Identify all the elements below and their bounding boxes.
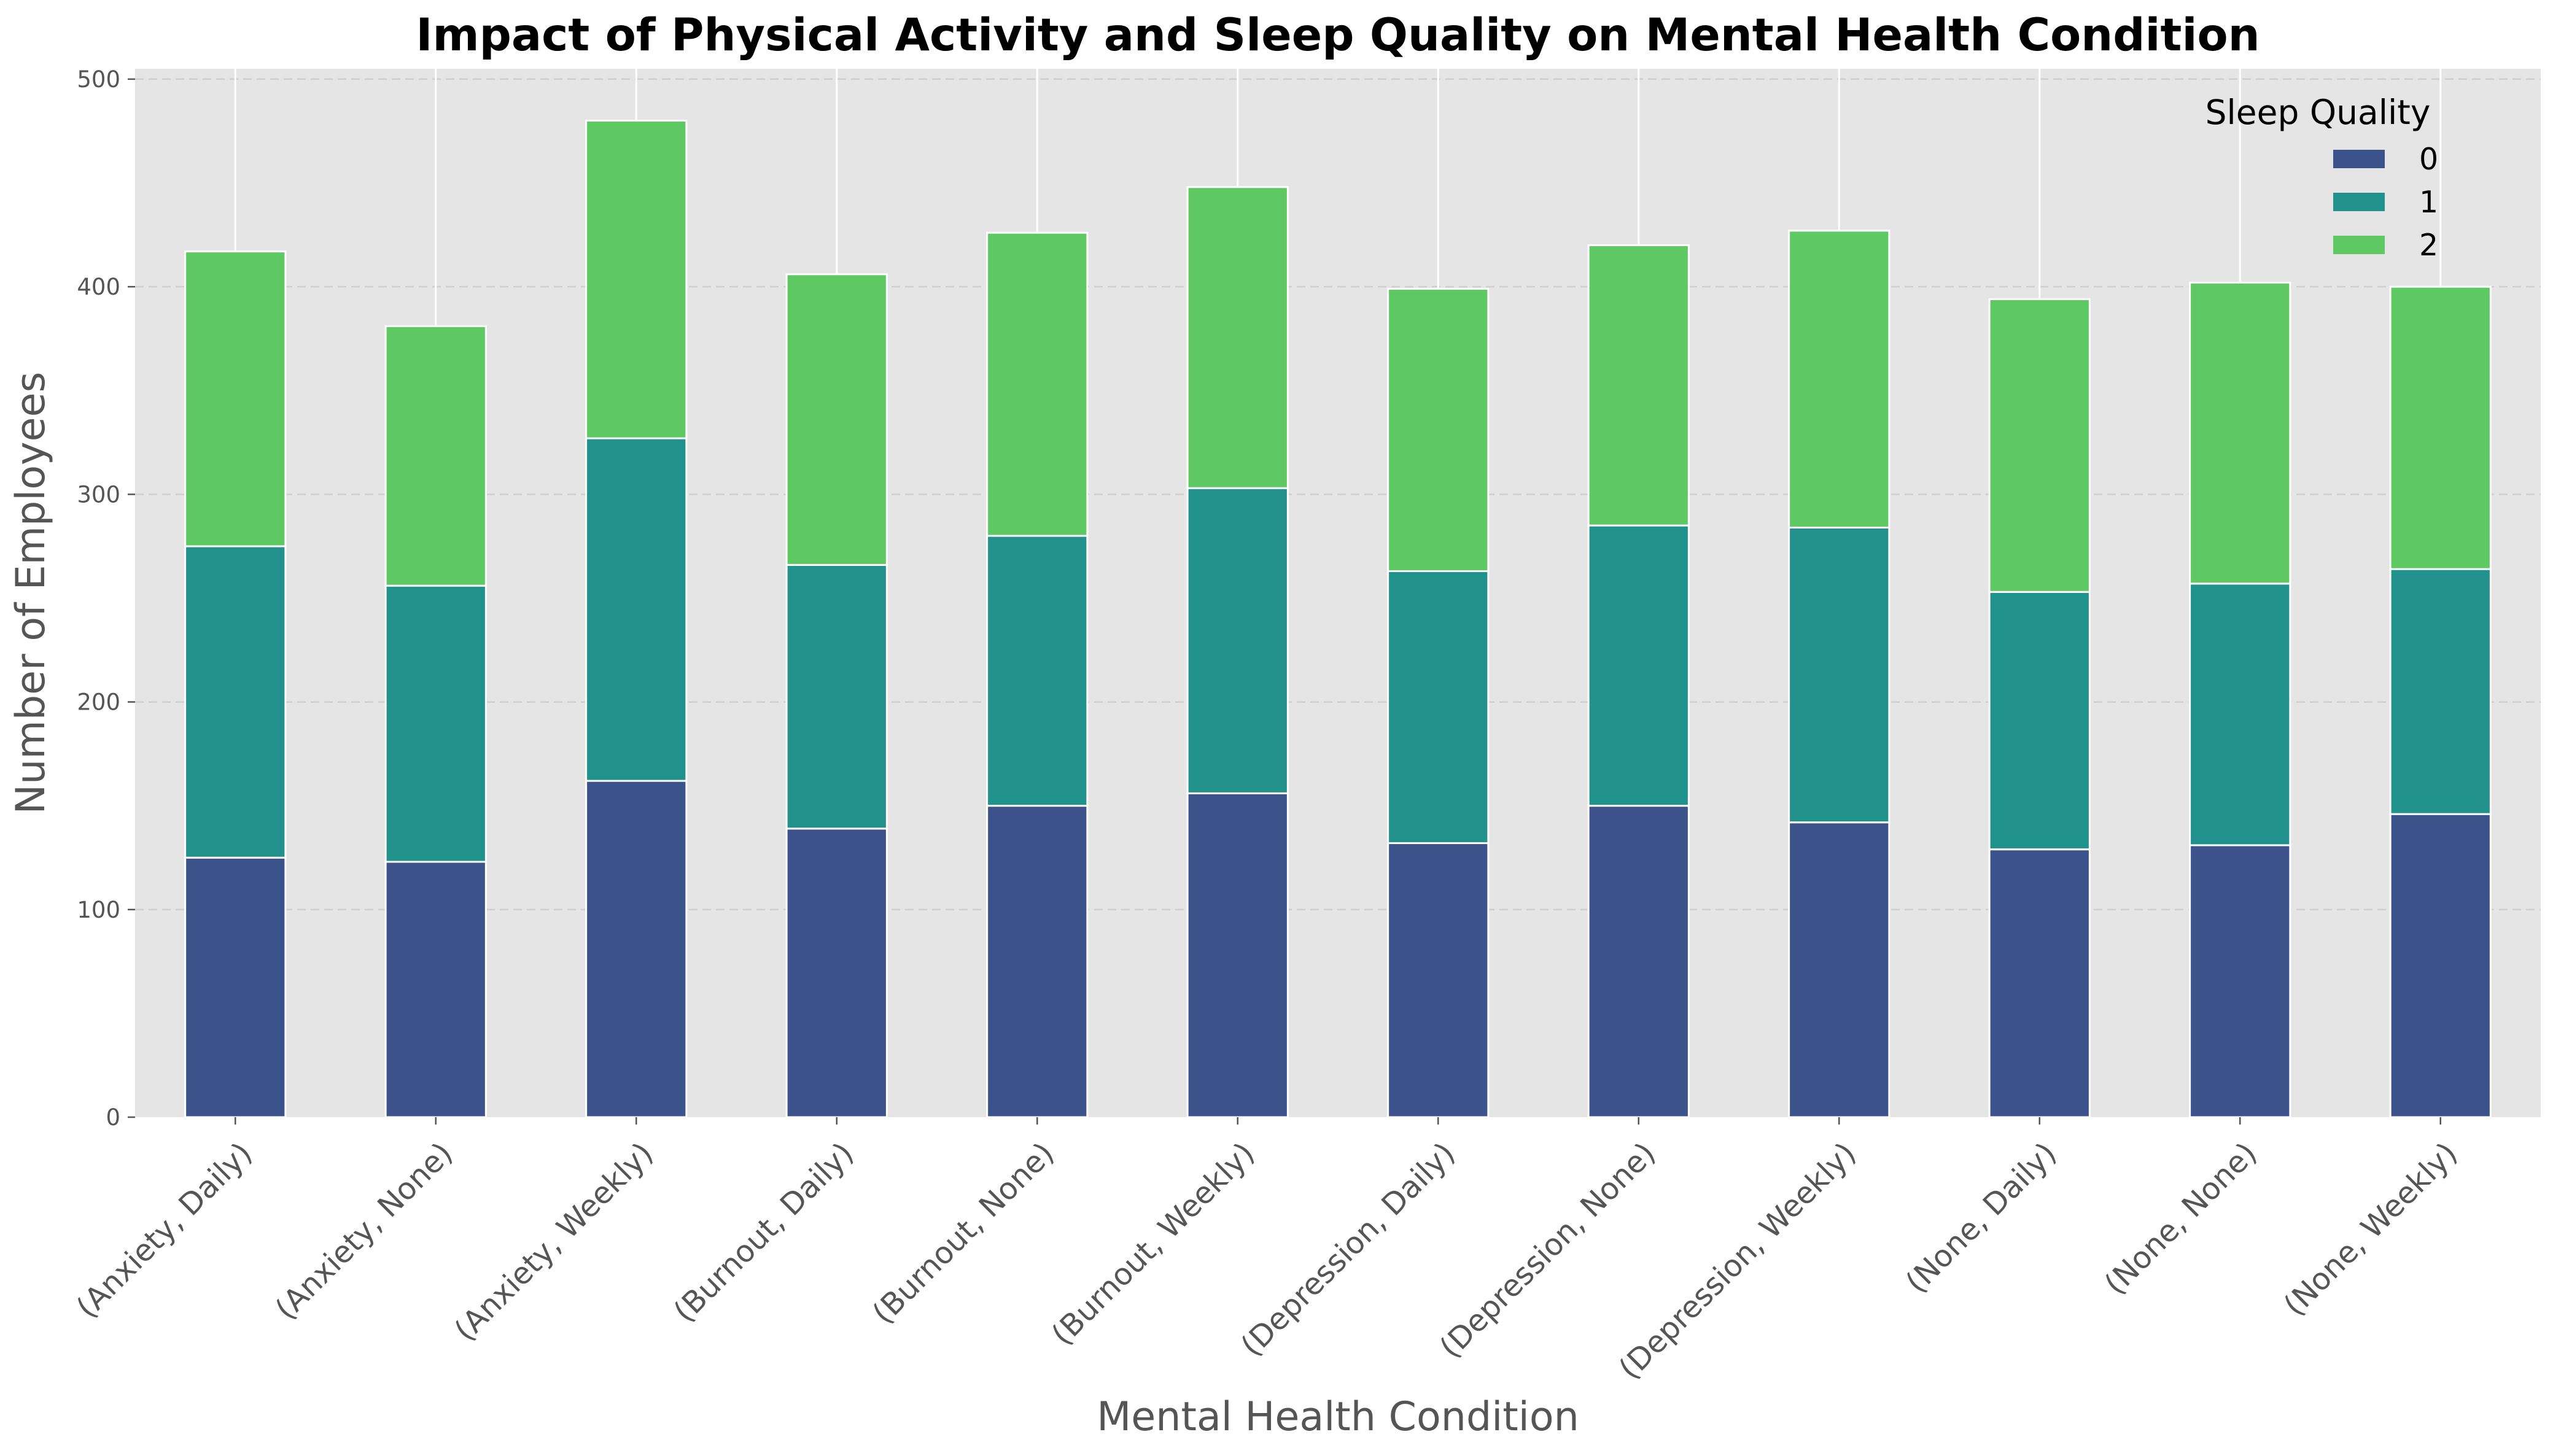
y-tick-label: 200 (77, 689, 120, 716)
bar-segment-sleep-0 (184, 856, 287, 1118)
bar-segment-sleep-2 (785, 273, 888, 566)
bar-segment-sleep-0 (2189, 844, 2291, 1118)
legend-title: Sleep Quality (2205, 93, 2431, 132)
bar-segment-sleep-0 (1587, 805, 1690, 1118)
bars (184, 120, 2492, 1118)
bar-segment-sleep-0 (986, 805, 1089, 1118)
x-tick-label: (Depression, None) (1433, 1136, 1662, 1365)
x-tick-label: (None, None) (2098, 1136, 2264, 1301)
bar-segment-sleep-0 (585, 780, 688, 1118)
bar-segment-sleep-1 (1788, 526, 1890, 824)
x-axis-label: Mental Health Condition (1097, 1394, 1579, 1440)
x-tick-label: (None, Weekly) (2277, 1136, 2464, 1323)
bar-segment-sleep-2 (585, 120, 688, 440)
bar-segment-sleep-0 (1186, 792, 1289, 1118)
bar-segment-sleep-1 (785, 563, 888, 830)
bar-segment-sleep-2 (1988, 298, 2091, 593)
bar-segment-sleep-2 (986, 231, 1089, 537)
bar-segment-sleep-2 (384, 325, 487, 587)
bar-segment-sleep-1 (2189, 583, 2291, 846)
y-axis-label: Number of Employees (8, 372, 54, 815)
legend-label-2: 2 (2419, 228, 2438, 263)
bar-segment-sleep-2 (2389, 285, 2492, 570)
bar-segment-sleep-0 (1788, 821, 1890, 1118)
legend-swatch-1 (2333, 193, 2385, 211)
y-tick-label: 100 (77, 897, 120, 923)
plot-background (135, 69, 2541, 1117)
legend: Sleep Quality 0 1 2 (2205, 93, 2439, 263)
y-axis: 0 100 200 300 400 500 (77, 66, 135, 1131)
bar-segment-sleep-1 (1186, 487, 1289, 794)
x-tick-label: (Anxiety, None) (268, 1136, 459, 1326)
bar-segment-sleep-1 (986, 535, 1089, 807)
y-tick-label: 400 (77, 274, 120, 300)
x-tick-label: (Anxiety, Weekly) (448, 1136, 660, 1348)
x-tick-label: (Burnout, None) (866, 1136, 1061, 1331)
bar-segment-sleep-1 (1988, 591, 2091, 851)
bar-segment-sleep-0 (1387, 842, 1490, 1118)
x-tick-label: (None, Daily) (1899, 1136, 2063, 1299)
bar-segment-sleep-1 (585, 437, 688, 782)
bar-segment-sleep-1 (384, 584, 487, 863)
bar-segment-sleep-0 (2389, 813, 2492, 1118)
x-tick-label: (Depression, Weekly) (1612, 1136, 1863, 1386)
x-tick-label: (Burnout, Daily) (667, 1136, 860, 1329)
bar-segment-sleep-2 (184, 250, 287, 548)
legend-swatch-0 (2333, 150, 2385, 168)
bar-segment-sleep-2 (1387, 288, 1490, 572)
bar-segment-sleep-1 (184, 545, 287, 859)
bar-segment-sleep-0 (384, 861, 487, 1118)
bar-segment-sleep-2 (1788, 230, 1890, 529)
x-axis: (Anxiety, Daily) (Anxiety, None)(Anxiety,… (69, 1117, 2464, 1386)
y-tick-label: 300 (77, 481, 120, 508)
x-tick-label: (Anxiety, Daily) (69, 1136, 258, 1325)
bar-segment-sleep-1 (1587, 524, 1690, 807)
bar-segment-sleep-2 (1587, 244, 1690, 527)
bar-segment-sleep-0 (1988, 848, 2091, 1118)
bar-segment-sleep-1 (1387, 570, 1490, 845)
bar-segment-sleep-2 (2189, 281, 2291, 585)
y-tick-label: 500 (77, 66, 120, 93)
legend-label-0: 0 (2419, 142, 2438, 177)
bar-segment-sleep-1 (2389, 568, 2492, 815)
chart-title: Impact of Physical Activity and Sleep Qu… (416, 9, 2260, 61)
x-tick-label: (Depression, Daily) (1234, 1136, 1462, 1363)
x-tick-label: (Burnout, Weekly) (1045, 1136, 1262, 1352)
bar-segment-sleep-2 (1186, 186, 1289, 489)
y-tick-label: 0 (106, 1104, 120, 1131)
bar-segment-sleep-0 (785, 827, 888, 1118)
legend-swatch-2 (2333, 236, 2385, 254)
legend-label-1: 1 (2419, 185, 2438, 220)
